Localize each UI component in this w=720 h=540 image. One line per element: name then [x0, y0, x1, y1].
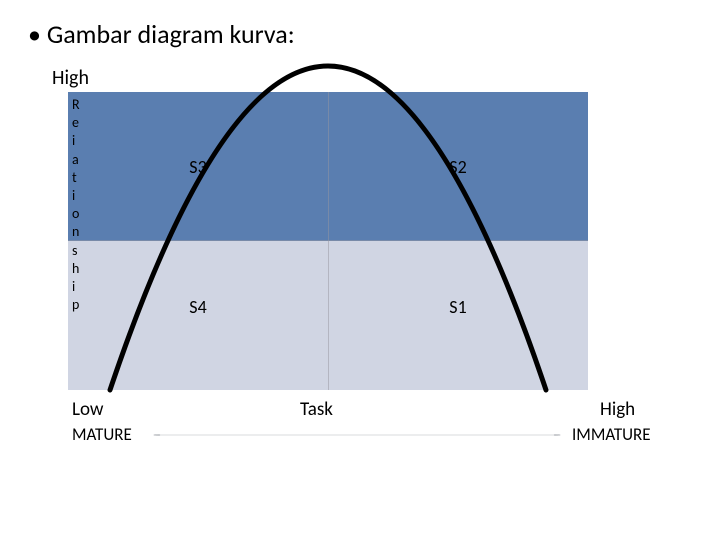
page-title: Gambar diagram kurva:	[28, 18, 295, 50]
mature-label: MATURE	[72, 424, 132, 445]
immature-label: IMMATURE	[572, 424, 651, 445]
curve-path	[110, 66, 546, 390]
maturity-arrow	[148, 434, 566, 436]
y-axis-low-label: Low	[72, 398, 104, 421]
y-axis-label-vertical: R e i a t i o n s h i p	[72, 96, 80, 314]
x-axis-task-label: Task	[300, 398, 333, 421]
chart-area: S3 S2 S4 S1	[68, 92, 588, 390]
x-axis-high-label: High	[600, 398, 635, 421]
y-axis-high-label: High	[52, 66, 89, 90]
bell-curve	[68, 92, 588, 390]
